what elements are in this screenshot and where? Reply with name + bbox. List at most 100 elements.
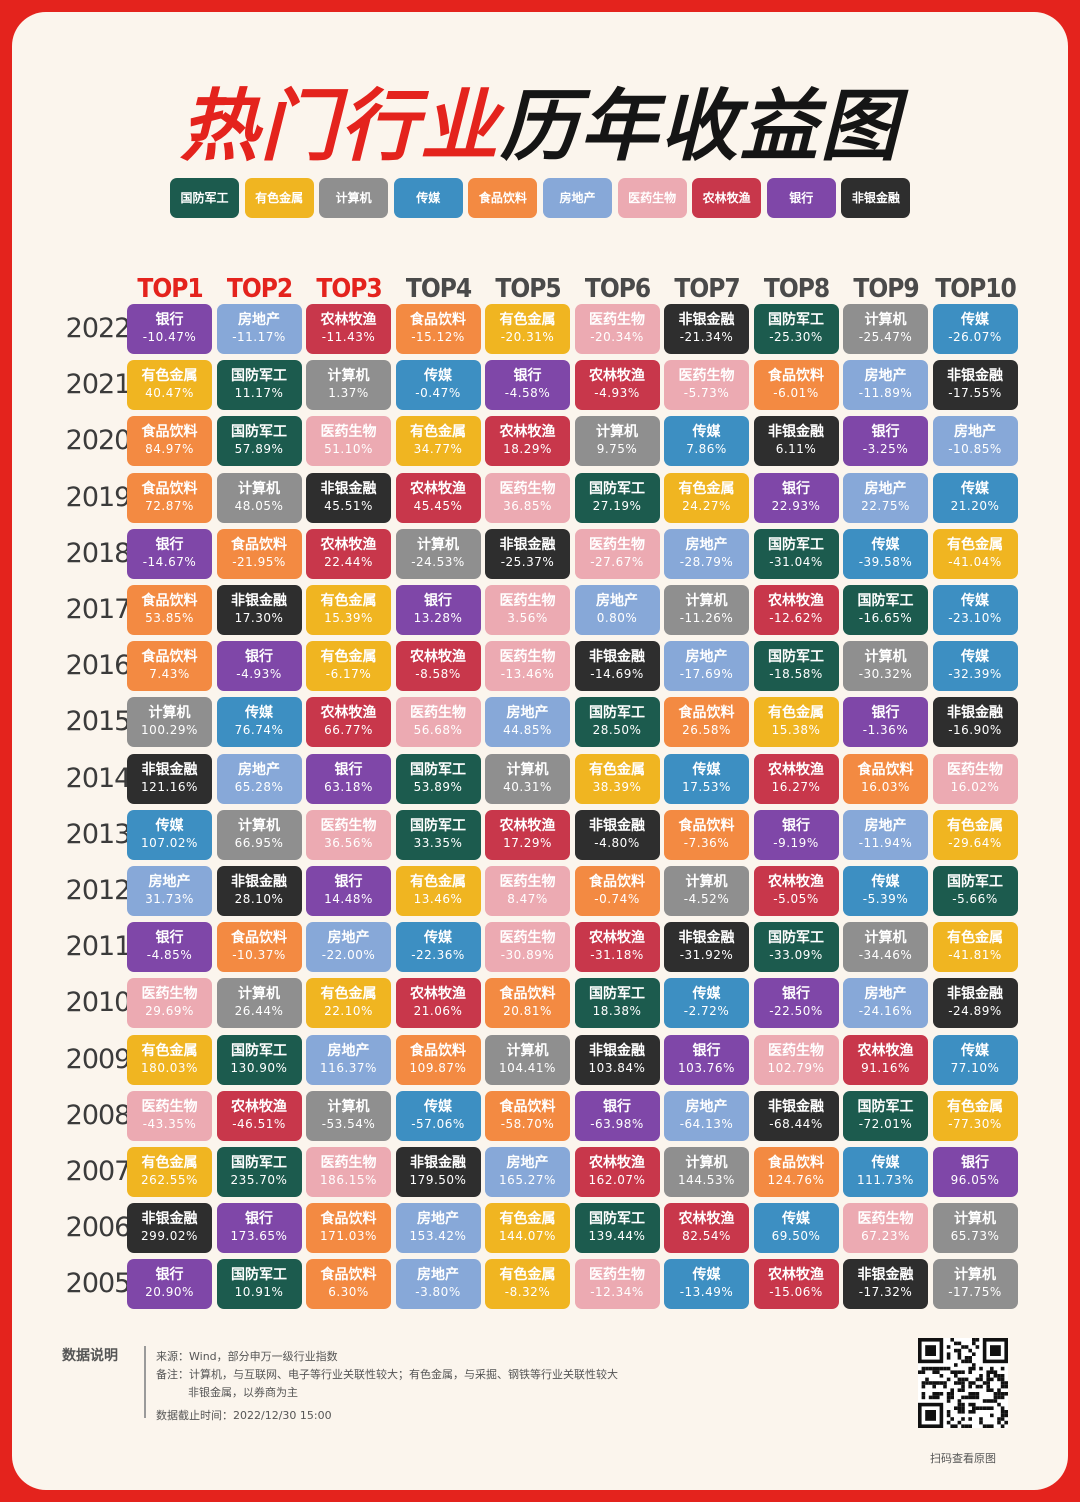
column-header: TOP9 (853, 274, 919, 304)
legend-item: 农林牧渔 (692, 178, 762, 218)
cell-return: 6.30% (328, 1285, 369, 1300)
cell-industry: 医药生物 (141, 1098, 198, 1115)
table-cell: 农林牧渔 -15.06% (753, 1259, 839, 1310)
table-cell: 医药生物 51.10% (306, 416, 391, 467)
table-cell: 计算机 26.44% (216, 978, 302, 1029)
table-cell: 有色金属 144.07% (485, 1203, 570, 1254)
cell-return: -25.37% (500, 554, 555, 569)
table-cell: 非银金融 103.84% (574, 1034, 660, 1085)
table-cell: 传媒 21.20% (932, 472, 1018, 523)
legend-item: 医药生物 (617, 178, 687, 218)
table-cell: 房地产 -64.13% (664, 1090, 749, 1141)
table-cell: 医药生物 29.69% (127, 978, 212, 1029)
cell-industry: 有色金属 (141, 368, 198, 385)
table-cell: 食品饮料 -10.37% (216, 922, 302, 973)
table-cell: 传媒 111.73% (843, 1147, 928, 1197)
cell-industry: 国防军工 (410, 817, 466, 834)
cell-return: 53.85% (145, 611, 194, 625)
cell-return: -72.01% (858, 1116, 913, 1131)
cell-industry: 食品饮料 (231, 930, 287, 947)
cell-industry: 食品饮料 (857, 761, 914, 778)
year-label: 2020 (65, 425, 132, 457)
cell-return: -16.90% (948, 723, 1002, 738)
cell-return: -3.25% (862, 442, 909, 457)
table-cell: 食品饮料 7.43% (127, 641, 212, 692)
cell-return: 15.38% (771, 723, 821, 738)
table-cell: 国防军工 -33.09% (753, 922, 839, 973)
cell-industry: 传媒 (782, 1211, 810, 1228)
cell-industry: 食品饮料 (589, 874, 645, 890)
table-cell: 房地产 165.27% (485, 1147, 570, 1197)
table-cell: 医药生物 -30.89% (485, 922, 570, 973)
cell-industry: 医药生物 (141, 986, 198, 1003)
cell-industry: 非银金融 (768, 1098, 824, 1115)
legend-item: 有色金属 (244, 178, 314, 218)
cell-return: 6.11% (775, 442, 817, 457)
cell-industry: 房地产 (238, 761, 280, 778)
table-cell: 有色金属 34.77% (395, 416, 481, 467)
table-cell: 食品饮料 26.58% (664, 697, 749, 748)
cell-industry: 房地产 (954, 424, 996, 441)
cell-industry: 传媒 (961, 649, 989, 666)
cell-return: -20.31% (500, 330, 555, 344)
notes-cutoff: 数据截止时间：2022/12/30 15:00 (156, 1409, 332, 1422)
cell-return: -10.47% (142, 330, 197, 344)
cell-industry: 食品饮料 (678, 705, 735, 722)
table-cell: 传媒 -0.47% (395, 360, 481, 411)
table-cell: 农林牧渔 -5.05% (753, 866, 839, 916)
table-cell: 银行 -1.36% (843, 697, 928, 748)
table-cell: 银行 20.90% (127, 1259, 212, 1310)
cell-return: 28.50% (592, 723, 642, 738)
cell-industry: 农林牧渔 (768, 761, 824, 778)
cell-industry: 医药生物 (499, 874, 556, 890)
table-cell: 房地产 65.28% (216, 753, 302, 804)
table-cell: 有色金属 -29.64% (932, 809, 1018, 860)
cell-industry: 房地产 (327, 930, 370, 947)
table-cell: 农林牧渔 -8.58% (395, 641, 481, 692)
table-cell: 医药生物 3.56% (485, 585, 570, 635)
cell-industry: 非银金融 (589, 649, 645, 666)
cell-return: 104.41% (499, 1060, 556, 1075)
cell-industry: 国防军工 (231, 1155, 287, 1171)
cell-industry: 有色金属 (410, 424, 466, 441)
table-cell: 非银金融 17.30% (216, 585, 302, 635)
title-part1: 热门行业 (179, 82, 500, 172)
cell-industry: 农林牧渔 (499, 817, 556, 834)
cell-industry: 医药生物 (857, 1211, 914, 1228)
year-label: 2011 (65, 931, 132, 963)
cell-return: -28.79% (679, 554, 734, 569)
table-cell: 计算机 104.41% (485, 1034, 570, 1085)
table-cell: 农林牧渔 -46.51% (216, 1090, 302, 1141)
cell-industry: 计算机 (864, 649, 907, 666)
table-cell: 房地产 116.37% (306, 1034, 391, 1085)
cell-industry: 医药生物 (499, 649, 556, 666)
cell-industry: 房地产 (148, 874, 191, 890)
cell-return: 17.53% (682, 779, 731, 794)
cell-return: 51.10% (324, 442, 373, 457)
table-cell: 传媒 17.53% (664, 753, 749, 804)
cell-return: 144.53% (678, 1173, 735, 1187)
legend-item: 银行 (766, 178, 836, 218)
cell-industry: 有色金属 (947, 536, 1003, 553)
table-cell: 银行 -14.67% (127, 528, 212, 579)
cell-industry: 银行 (245, 1211, 273, 1228)
qr-code-icon[interactable] (918, 1338, 1008, 1428)
table-cell: 非银金融 -4.80% (574, 809, 660, 860)
cell-industry: 银行 (782, 986, 810, 1003)
table-cell: 有色金属 -41.81% (932, 922, 1018, 973)
cell-industry: 房地产 (596, 593, 638, 609)
cell-return: 1.37% (328, 386, 369, 401)
cell-return: 153.42% (409, 1229, 467, 1244)
table-cell: 国防军工 57.89% (216, 416, 302, 467)
cell-industry: 国防军工 (768, 536, 824, 553)
cell-return: -29.64% (948, 835, 1002, 850)
cell-industry: 农林牧渔 (768, 1267, 824, 1284)
table-cell: 银行 14.48% (306, 866, 391, 916)
cell-return: 36.85% (503, 498, 552, 513)
cell-return: 26.58% (682, 723, 731, 738)
cell-return: -8.32% (504, 1285, 551, 1300)
cell-industry: 有色金属 (320, 649, 377, 666)
table-cell: 医药生物 8.47% (485, 866, 570, 916)
table-cell: 银行 13.28% (395, 585, 481, 635)
cell-return: -4.85% (146, 948, 193, 963)
